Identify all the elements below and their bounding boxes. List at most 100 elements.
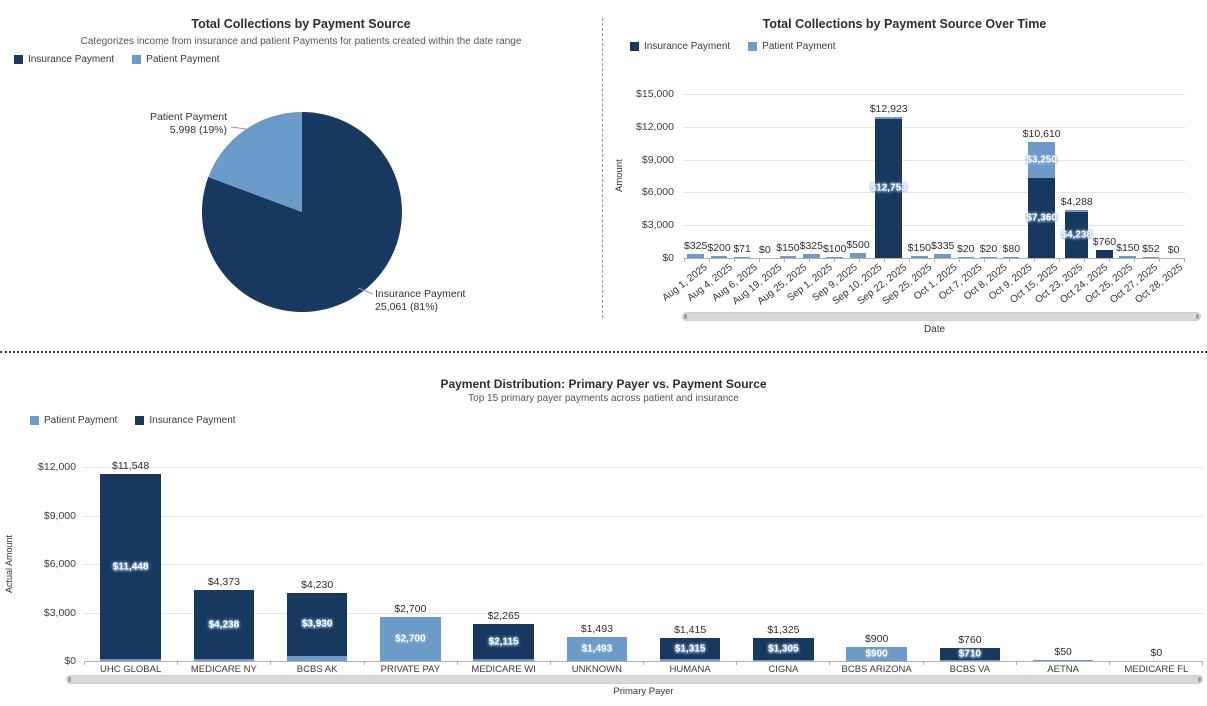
bar-column[interactable]: $10,610 $3,250 $7,360 [1023, 94, 1061, 258]
bar-column[interactable]: $2,700 $2,700 [364, 467, 457, 661]
patient-bar-segment[interactable] [910, 256, 928, 258]
legend-item-patient[interactable]: Patient Payment [748, 41, 836, 52]
bar-column[interactable]: $1,493 $1,493 [550, 467, 643, 661]
patient-bar-segment[interactable] [659, 659, 721, 661]
patient-bar-segment[interactable] [779, 256, 797, 258]
insurance-bar-segment[interactable]: $7,360 [1026, 177, 1057, 258]
bar-column[interactable]: $200 [707, 94, 731, 258]
segment-value-label: $7,360 [1026, 212, 1057, 224]
patient-bar-segment[interactable] [1032, 659, 1094, 661]
bar-column[interactable]: $11,548 $11,448 [84, 460, 177, 661]
bar-column[interactable]: $760 $710 [923, 467, 1016, 661]
x-tick [365, 661, 458, 665]
legend-item-patient[interactable]: Patient Payment [132, 54, 220, 65]
patient-bar-segment[interactable] [286, 656, 348, 661]
patient-pie-slice[interactable] [208, 112, 302, 212]
patient-bar-segment[interactable] [802, 254, 820, 258]
x-tick [860, 258, 885, 262]
time-chart-x-axis-title: Date [923, 324, 946, 335]
bar-column[interactable]: $150 [776, 94, 800, 258]
payer-chart-y-ticks: $12,000 $9,000 $6,000 $3,000 $0 [30, 461, 80, 667]
scrollbar-right-handle[interactable] [1198, 677, 1201, 682]
bar-column[interactable]: $150 [1116, 94, 1139, 258]
legend-item-insurance[interactable]: Insurance Payment [135, 415, 236, 426]
bar-column[interactable]: $4,288 $4,238 [1061, 94, 1093, 258]
insurance-bar-segment[interactable]: $710 [939, 648, 1001, 660]
bar-column[interactable]: $80 [1000, 94, 1023, 258]
patient-bar-segment[interactable] [849, 252, 867, 258]
bar-column[interactable]: $71 [731, 94, 754, 258]
bar-total-label: $50 [1054, 645, 1072, 658]
patient-bar-segment[interactable] [980, 256, 997, 258]
time-chart-scrollbar[interactable] [682, 312, 1201, 321]
patient-bar-segment[interactable]: $3,250 [1026, 142, 1057, 178]
patient-bar-segment[interactable] [1119, 256, 1137, 258]
patient-bar-segment[interactable] [1003, 256, 1020, 258]
patient-bar-segment[interactable]: $1,493 [566, 636, 628, 661]
bar-column[interactable]: $1,325 $1,305 [737, 467, 830, 661]
bar-column[interactable]: $2,265 $2,115 [457, 467, 550, 661]
bar-column[interactable]: $150 [908, 94, 931, 258]
patient-bar-segment[interactable] [733, 256, 751, 258]
bar-column[interactable]: $335 [931, 94, 954, 258]
patient-bar-segment[interactable]: $2,700 [380, 617, 441, 661]
y-tick-label: $9,000 [43, 509, 76, 522]
x-label-cell: MEDICARE WI [457, 661, 550, 675]
patient-bar-segment[interactable] [957, 256, 974, 258]
bar-column[interactable]: $1,415 $1,315 [644, 467, 737, 661]
insurance-bar-segment[interactable]: $1,315 [659, 638, 721, 660]
patient-bar-segment[interactable] [687, 254, 705, 258]
bar-column[interactable]: $100 [823, 94, 846, 258]
time-chart-y-axis-title: Amount [614, 159, 625, 193]
bar-column[interactable]: $325 [800, 94, 823, 258]
payer-chart-scrollbar[interactable] [66, 675, 1203, 684]
bar-column[interactable]: $900 $900 [830, 467, 923, 661]
bar-total-label: $52 [1142, 242, 1160, 255]
insurance-bar-segment[interactable]: $11,448 [100, 474, 161, 660]
patient-bar-segment[interactable] [875, 116, 903, 119]
bar-column[interactable]: $0 [753, 94, 776, 258]
patient-bar-segment[interactable] [473, 658, 534, 661]
insurance-bar-segment[interactable]: $12,753 [871, 118, 907, 258]
bar-column[interactable]: $52 [1139, 94, 1162, 258]
insurance-bar-segment[interactable]: $4,238 [1061, 211, 1092, 258]
x-tick [1110, 258, 1135, 262]
legend-item-patient[interactable]: Patient Payment [30, 415, 117, 426]
legend-item-insurance[interactable]: Insurance Payment [630, 41, 730, 52]
bar-column[interactable]: $500 [846, 94, 870, 258]
bar-column[interactable]: $20 [954, 94, 977, 258]
insurance-bar-segment[interactable] [1096, 249, 1113, 258]
patient-bar-segment[interactable] [100, 659, 161, 661]
bar-column[interactable]: $325 [684, 94, 707, 258]
bar-column[interactable]: $4,230 $3,930 [271, 467, 364, 661]
bar-column[interactable]: $50 [1017, 467, 1110, 661]
scrollbar-right-handle[interactable] [1196, 314, 1199, 319]
bar-column[interactable]: $760 [1093, 94, 1116, 258]
insurance-bar-segment[interactable]: $1,305 [753, 638, 814, 660]
x-tick [737, 661, 831, 665]
bar-column[interactable]: $0 [1162, 94, 1185, 258]
scrollbar-left-handle[interactable] [68, 677, 71, 682]
patient-bar-segment[interactable] [934, 254, 952, 258]
patient-bar-segment[interactable] [193, 658, 255, 661]
legend-label: Insurance Payment [644, 41, 731, 52]
bar-column[interactable]: $12,923 $12,753 [870, 94, 908, 258]
patient-bar-segment[interactable] [710, 255, 728, 258]
bar-total-label: $325 [799, 240, 823, 253]
insurance-bar-segment[interactable]: $2,115 [473, 624, 534, 659]
patient-bar-segment[interactable] [939, 659, 1001, 661]
patient-bar-segment[interactable] [1065, 210, 1089, 212]
gridline [684, 192, 1185, 194]
insurance-bar-segment[interactable]: $3,930 [286, 592, 348, 657]
patient-bar-segment[interactable] [826, 256, 844, 258]
legend-item-insurance[interactable]: Insurance Payment [14, 54, 114, 65]
bar-column[interactable]: $20 [977, 94, 1000, 258]
patient-bar-segment[interactable] [1142, 256, 1160, 258]
patient-bar-segment[interactable] [753, 659, 814, 661]
insurance-bar-segment[interactable]: $4,238 [193, 590, 255, 659]
bar-column[interactable]: $4,373 $4,238 [177, 467, 270, 661]
insurance-pie-slice[interactable] [201, 112, 402, 312]
patient-bar-segment[interactable]: $900 [846, 646, 907, 661]
bar-column[interactable]: $0 [1110, 467, 1203, 661]
scrollbar-left-handle[interactable] [684, 314, 687, 319]
